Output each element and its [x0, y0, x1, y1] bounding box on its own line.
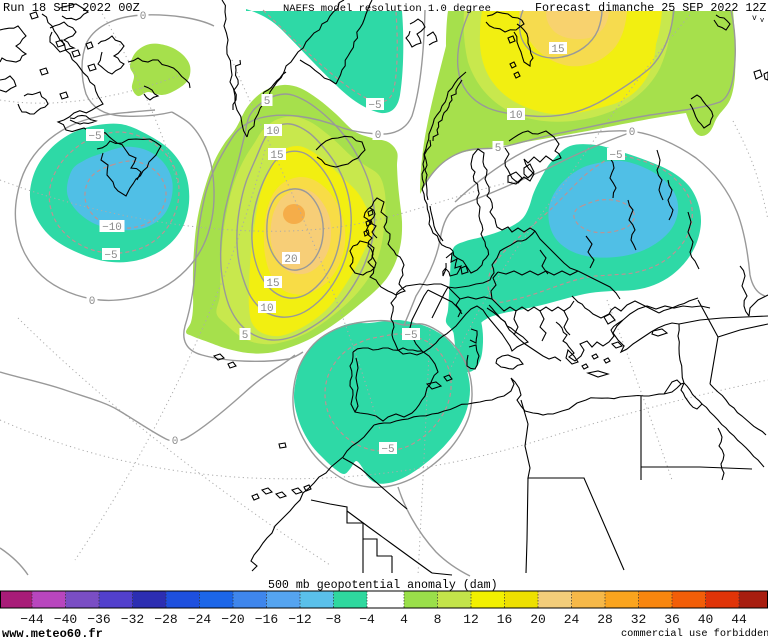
svg-text:0: 0 [140, 11, 147, 23]
svg-text:−10: −10 [102, 222, 122, 234]
svg-text:www.meteo60.fr: www.meteo60.fr [2, 627, 103, 640]
svg-text:32: 32 [631, 612, 647, 627]
svg-text:0: 0 [629, 127, 636, 139]
svg-text:40: 40 [698, 612, 714, 627]
svg-text:0: 0 [172, 436, 179, 448]
svg-text:−16: −16 [255, 612, 278, 627]
svg-text:15: 15 [551, 44, 564, 56]
svg-text:500 mb geopotential anomaly (d: 500 mb geopotential anomaly (dam) [268, 579, 498, 592]
svg-text:v: v [760, 17, 764, 25]
svg-text:10: 10 [260, 303, 273, 315]
svg-text:−5: −5 [88, 131, 101, 143]
svg-text:12: 12 [463, 612, 479, 627]
svg-text:5: 5 [264, 96, 271, 108]
svg-text:15: 15 [270, 150, 283, 162]
svg-text:15: 15 [266, 278, 279, 290]
svg-text:−28: −28 [154, 612, 177, 627]
svg-text:28: 28 [597, 612, 613, 627]
svg-text:0: 0 [375, 130, 382, 142]
svg-text:4: 4 [400, 612, 408, 627]
svg-text:NAEFS model resolution 1.0 deg: NAEFS model resolution 1.0 degree [283, 3, 491, 15]
svg-text:20: 20 [284, 254, 297, 266]
svg-text:36: 36 [664, 612, 680, 627]
svg-text:−8: −8 [326, 612, 342, 627]
svg-text:20: 20 [530, 612, 546, 627]
svg-text:10: 10 [266, 126, 279, 138]
svg-text:−5: −5 [404, 330, 417, 342]
svg-text:−5: −5 [104, 250, 117, 262]
svg-text:5: 5 [495, 143, 502, 155]
svg-text:v: v [752, 14, 757, 23]
svg-text:Forecast dimanche 25 SEP 2022: Forecast dimanche 25 SEP 2022 12Z [535, 1, 766, 15]
svg-text:−32: −32 [121, 612, 144, 627]
svg-text:5: 5 [242, 330, 249, 342]
svg-text:Run 18 SEP 2022 00Z: Run 18 SEP 2022 00Z [3, 1, 140, 15]
svg-text:8: 8 [434, 612, 442, 627]
svg-text:−4: −4 [359, 612, 375, 627]
svg-text:44: 44 [731, 612, 747, 627]
svg-text:commercial use forbidden: commercial use forbidden [621, 628, 768, 640]
svg-text:0: 0 [89, 296, 96, 308]
svg-text:−12: −12 [288, 612, 311, 627]
svg-text:−24: −24 [188, 612, 212, 627]
svg-text:−20: −20 [221, 612, 244, 627]
svg-text:−44: −44 [20, 612, 44, 627]
svg-text:−5: −5 [368, 100, 381, 112]
svg-text:−5: −5 [609, 150, 622, 162]
svg-text:−5: −5 [381, 444, 394, 456]
svg-text:16: 16 [497, 612, 513, 627]
svg-text:24: 24 [564, 612, 580, 627]
svg-text:−40: −40 [54, 612, 77, 627]
svg-text:10: 10 [509, 110, 522, 122]
svg-text:−36: −36 [87, 612, 110, 627]
